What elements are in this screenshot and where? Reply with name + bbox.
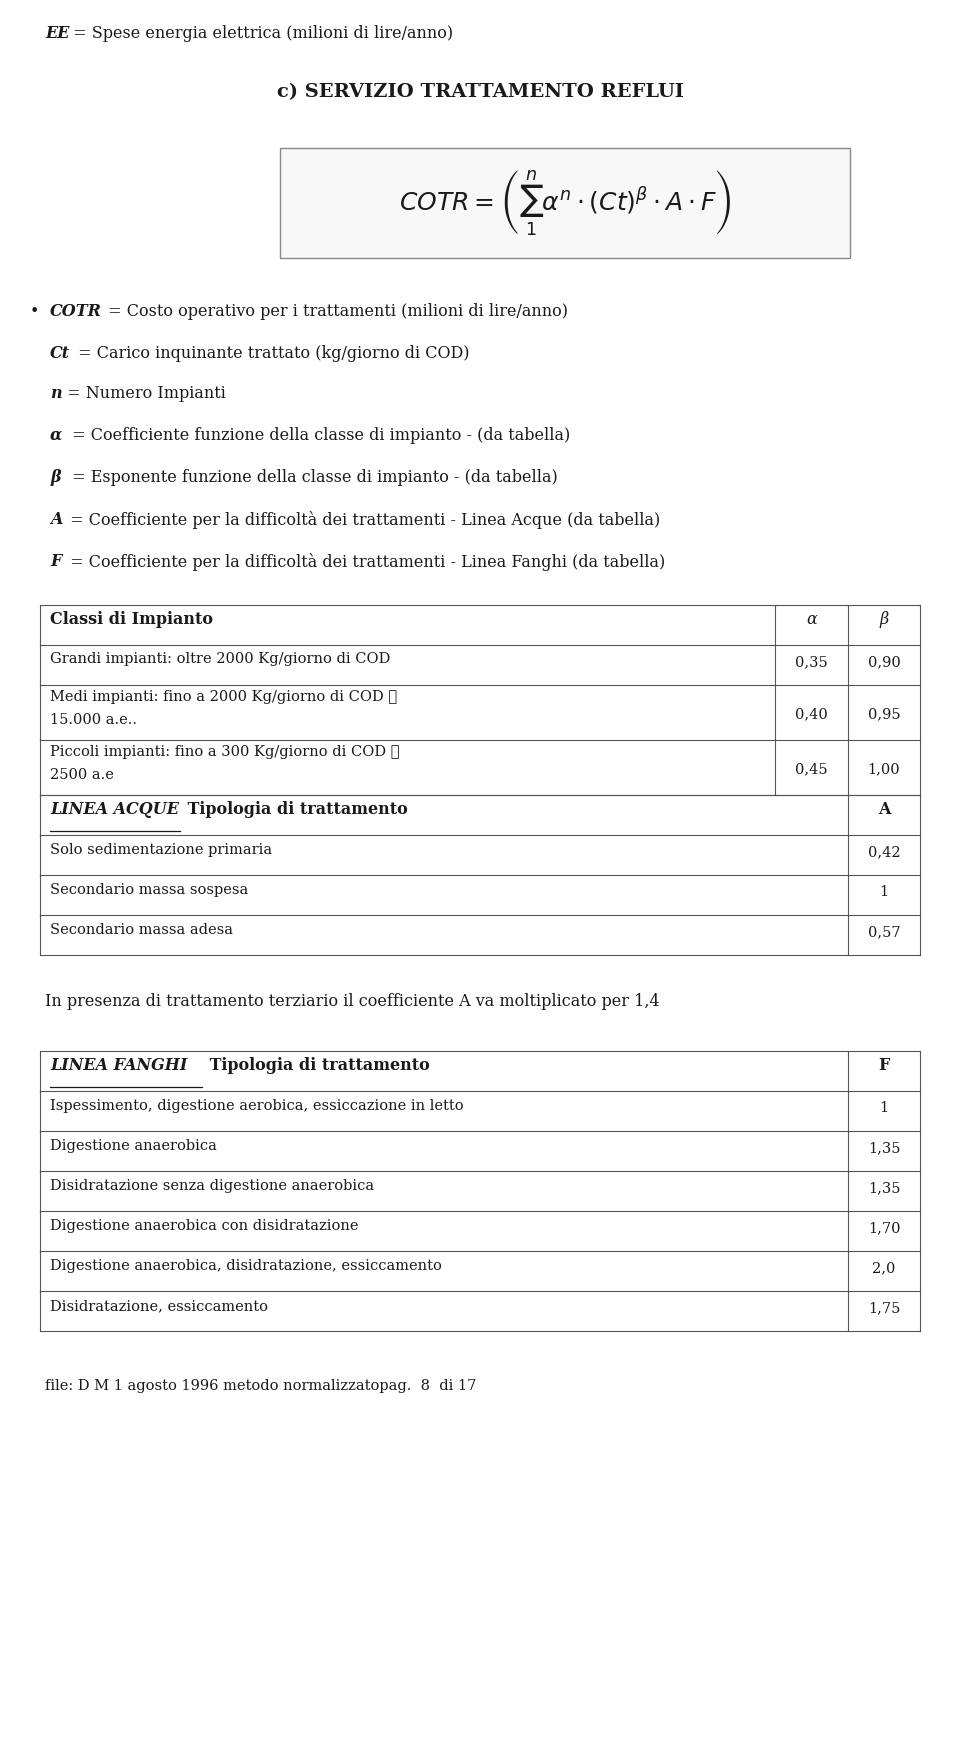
Text: •: • (30, 304, 39, 319)
Text: A: A (50, 511, 62, 529)
Text: F: F (878, 1057, 890, 1073)
Text: 1,00: 1,00 (868, 763, 900, 777)
Text: Digestione anaerobica con disidratazione: Digestione anaerobica con disidratazione (50, 1220, 358, 1234)
Text: LINEA ACQUE: LINEA ACQUE (50, 801, 179, 818)
Text: = Costo operativo per i trattamenti (milioni di lire/anno): = Costo operativo per i trattamenti (mil… (103, 304, 568, 319)
Text: = Coefficiente funzione della classe di impianto - (da tabella): = Coefficiente funzione della classe di … (67, 428, 570, 443)
Text: 15.000 a.e..: 15.000 a.e.. (50, 714, 137, 728)
Text: Piccoli impianti: fino a 300 Kg/giorno di COD ≅: Piccoli impianti: fino a 300 Kg/giorno d… (50, 745, 399, 759)
Text: Secondario massa adesa: Secondario massa adesa (50, 923, 233, 937)
Text: = Spese energia elettrica (milioni di lire/anno): = Spese energia elettrica (milioni di li… (68, 24, 453, 42)
Text: Secondario massa sospesa: Secondario massa sospesa (50, 883, 249, 897)
Text: 2,0: 2,0 (873, 1262, 896, 1276)
Text: 0,45: 0,45 (795, 763, 828, 777)
Text: In presenza di trattamento terziario il coefficiente A va moltiplicato per 1,4: In presenza di trattamento terziario il … (45, 993, 660, 1010)
Text: Disidratazione senza digestione anaerobica: Disidratazione senza digestione anaerobi… (50, 1180, 374, 1194)
Text: α: α (806, 611, 817, 628)
Text: 1: 1 (879, 1101, 889, 1115)
Text: c) SERVIZIO TRATTAMENTO REFLUI: c) SERVIZIO TRATTAMENTO REFLUI (276, 84, 684, 101)
Text: Tipologia di trattamento: Tipologia di trattamento (204, 1057, 430, 1073)
Text: 0,42: 0,42 (868, 845, 900, 859)
Text: Classi di Impianto: Classi di Impianto (50, 611, 213, 628)
Text: 1,70: 1,70 (868, 1222, 900, 1235)
Text: 2500 a.e: 2500 a.e (50, 768, 114, 782)
Text: β: β (879, 611, 889, 628)
Text: Ct: Ct (50, 346, 70, 361)
Text: 0,35: 0,35 (795, 654, 828, 668)
Text: 1: 1 (879, 885, 889, 899)
Text: Disidratazione, essiccamento: Disidratazione, essiccamento (50, 1298, 268, 1312)
Text: COTR: COTR (50, 304, 102, 319)
Text: 0,95: 0,95 (868, 707, 900, 721)
Text: Ispessimento, digestione aerobica, essiccazione in letto: Ispessimento, digestione aerobica, essic… (50, 1099, 464, 1113)
Text: = Carico inquinante trattato (kg/giorno di COD): = Carico inquinante trattato (kg/giorno … (73, 346, 469, 361)
Text: Grandi impianti: oltre 2000 Kg/giorno di COD: Grandi impianti: oltre 2000 Kg/giorno di… (50, 653, 391, 667)
Text: = Esponente funzione della classe di impianto - (da tabella): = Esponente funzione della classe di imp… (67, 469, 558, 487)
Text: Tipologia di trattamento: Tipologia di trattamento (182, 801, 408, 818)
Text: Digestione anaerobica: Digestione anaerobica (50, 1139, 217, 1153)
Text: Solo sedimentazione primaria: Solo sedimentazione primaria (50, 843, 272, 857)
Text: Digestione anaerobica, disidratazione, essiccamento: Digestione anaerobica, disidratazione, e… (50, 1258, 442, 1274)
Text: = Coefficiente per la difficoltà dei trattamenti - Linea Fanghi (da tabella): = Coefficiente per la difficoltà dei tra… (65, 553, 665, 571)
Text: = Numero Impianti: = Numero Impianti (62, 386, 226, 401)
Text: A: A (877, 801, 890, 818)
Text: n: n (50, 386, 61, 401)
Text: $COTR = \left(\sum_{1}^{n} \alpha^n \cdot (Ct)^{\beta} \cdot A \cdot F\right)$: $COTR = \left(\sum_{1}^{n} \alpha^n \cdo… (398, 169, 732, 237)
Text: β: β (50, 469, 60, 487)
Text: 1,75: 1,75 (868, 1302, 900, 1316)
Text: 0,57: 0,57 (868, 925, 900, 939)
Text: F: F (50, 553, 61, 571)
Text: = Coefficiente per la difficoltà dei trattamenti - Linea Acque (da tabella): = Coefficiente per la difficoltà dei tra… (65, 511, 660, 529)
FancyBboxPatch shape (280, 148, 850, 258)
Text: LINEA FANGHI: LINEA FANGHI (50, 1057, 187, 1073)
Text: EE: EE (45, 24, 69, 42)
Text: 1,35: 1,35 (868, 1181, 900, 1195)
Text: Medi impianti: fino a 2000 Kg/giorno di COD ≅: Medi impianti: fino a 2000 Kg/giorno di … (50, 689, 397, 703)
Text: α: α (50, 428, 62, 443)
Text: file: D M 1 agosto 1996 metodo normalizzatopag.  8  di 17: file: D M 1 agosto 1996 metodo normalizz… (45, 1379, 476, 1393)
Text: 1,35: 1,35 (868, 1141, 900, 1155)
Text: 0,40: 0,40 (795, 707, 828, 721)
Text: 0,90: 0,90 (868, 654, 900, 668)
